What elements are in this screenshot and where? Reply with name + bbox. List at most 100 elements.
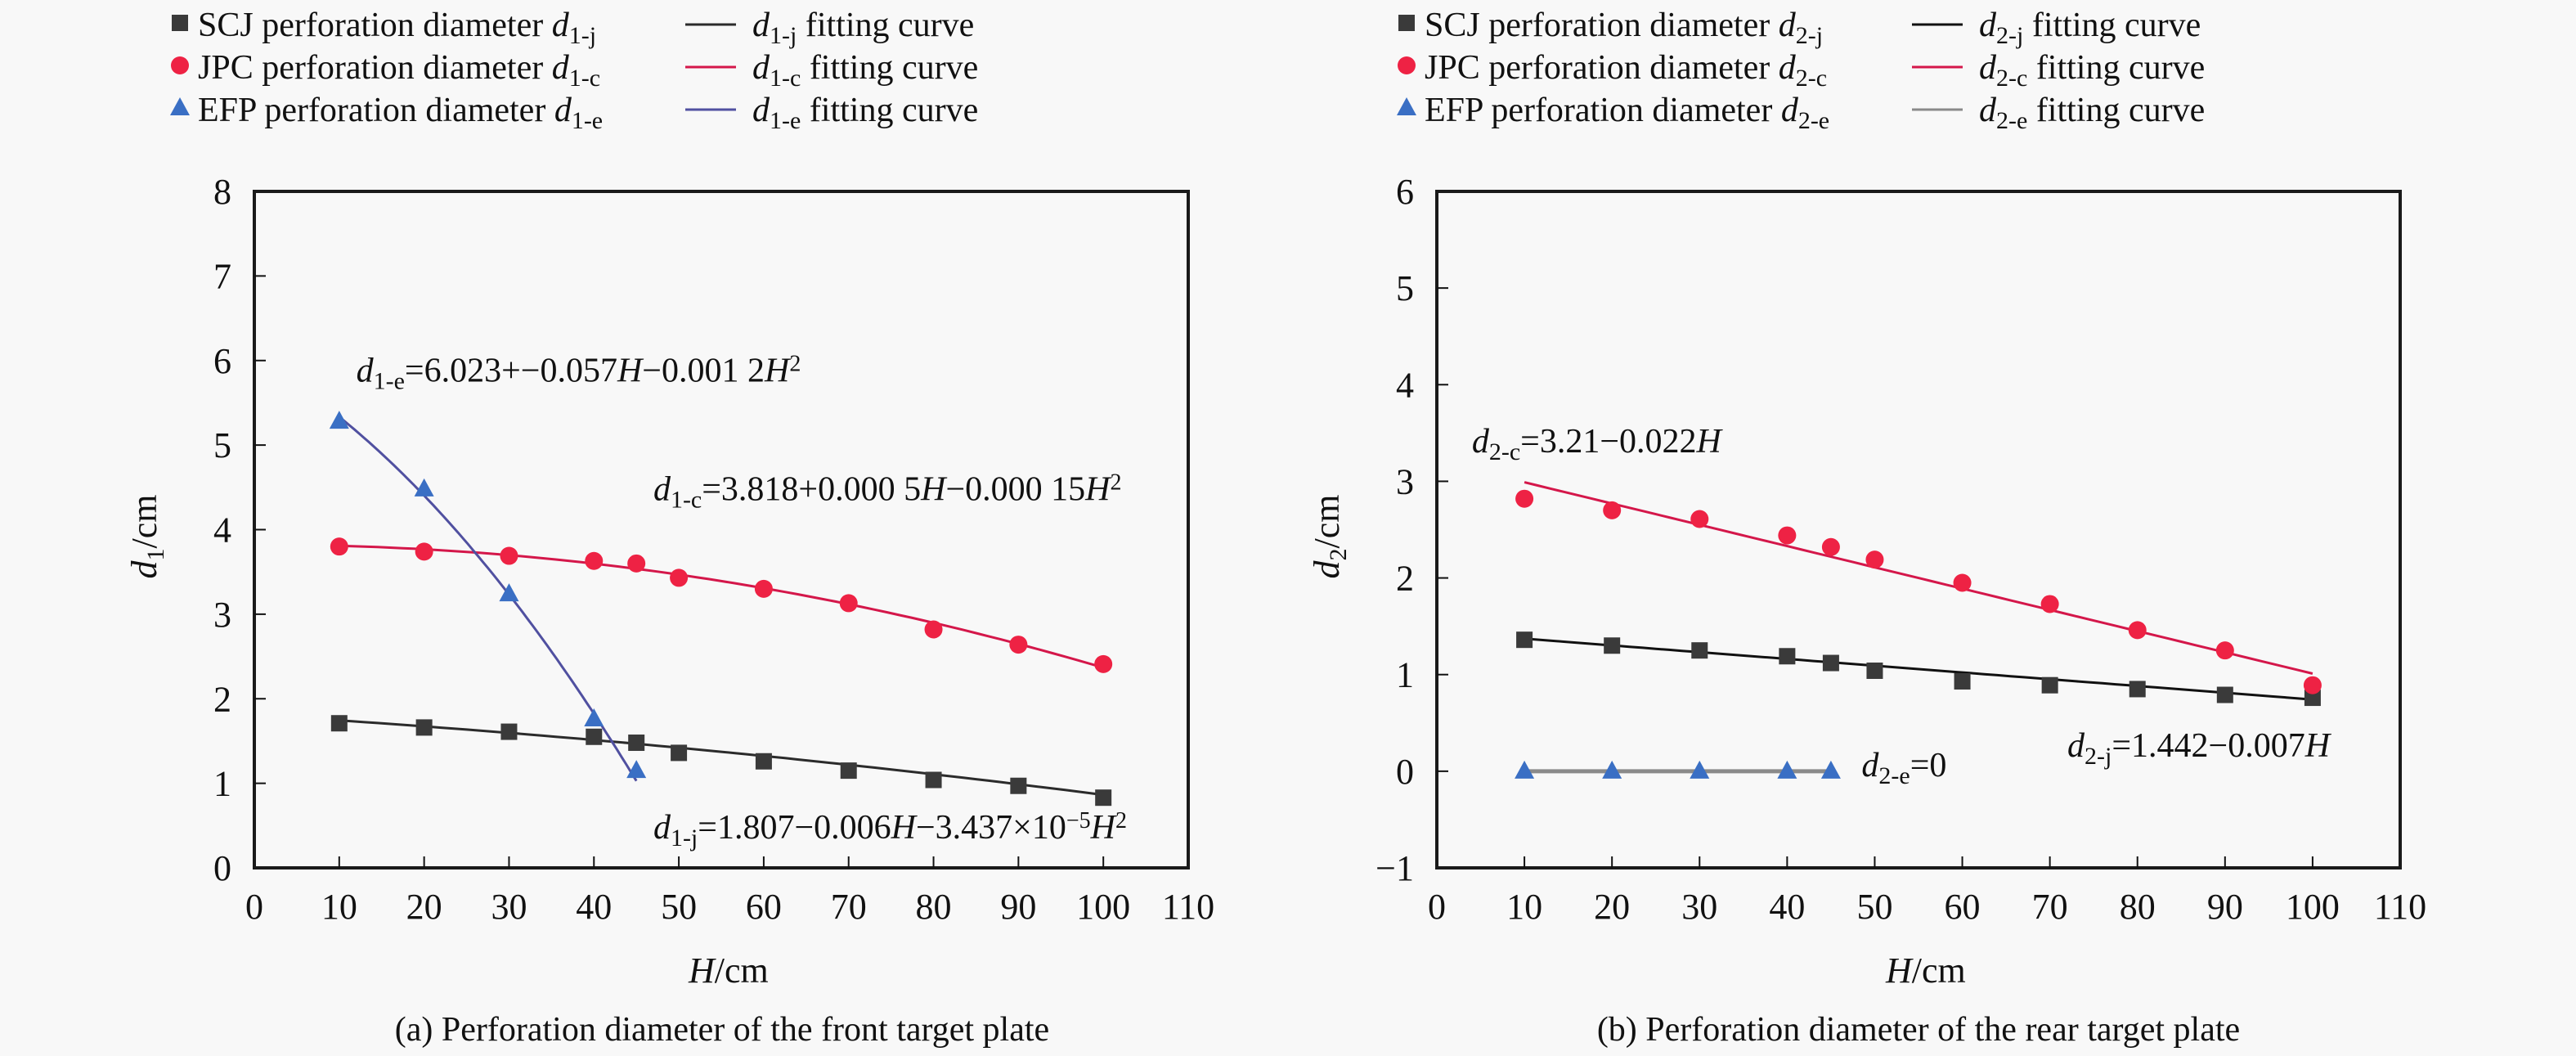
y-tick-label: 1 [1396,655,1414,695]
y-axis-title: d2/cm [1307,495,1352,579]
series-circle [1515,481,2322,694]
data-point [1095,789,1112,807]
chart-panel-a: 0 10 20 30 40 50 60 70 80 90 100 110 0 1 2 3 4 5 6 7 8 H/cm d1… [124,7,1214,1049]
equation-annotation: d1-j=1.807−0.006H−3.437×10−5H2 [653,808,1127,852]
legend-marker [171,56,189,74]
data-point [1515,760,1535,779]
legend-marker [1397,97,1416,115]
x-tick-label: 100 [1076,887,1130,927]
x-tick-label: 70 [2032,887,2068,927]
y-tick-label: 1 [213,764,231,804]
chart-panel-b: 0 10 20 30 40 50 60 70 80 90 100 110 −1 0 1 2 3 4 5 6 H/cm d2… [1307,7,2426,1049]
data-point [1602,760,1622,779]
data-point [1777,760,1797,779]
data-point [839,594,858,613]
legend-label: EFP perforation diameter d1-e [198,92,603,134]
data-point [1515,489,1534,508]
legend-fit-label: d2-j fitting curve [1979,7,2201,49]
data-point [1822,654,1839,672]
x-tick-label: 50 [1856,887,1892,927]
data-point [414,478,434,497]
data-point [754,579,773,598]
legend-label: SCJ perforation diameter d1-j [198,7,596,49]
data-point [1865,550,1884,569]
data-point [925,771,942,789]
y-tick-label: 8 [213,172,231,212]
data-point [329,411,349,429]
fitting-curve [1524,637,2313,701]
data-point [585,551,604,570]
x-tick-label: 80 [916,887,952,927]
data-point [628,735,645,752]
legend-fit-label: d1-j fitting curve [752,7,974,49]
data-point [1779,648,1796,665]
x-tick-label: 40 [576,887,612,927]
fitting-curve [339,719,1104,797]
legend-marker [170,97,190,115]
legend-fit-label: d1-c fitting curve [752,49,978,92]
x-tick-label: 0 [1428,887,1446,927]
legend-marker [1398,15,1415,31]
plot-frame [1435,190,2402,870]
legend-fit-label: d1-e fitting curve [752,92,978,134]
legend: SCJ perforation diameter d2-j d2-j fittin… [1397,7,2205,134]
data-point [2303,676,2322,694]
x-tick-label: 10 [321,887,357,927]
legend-marker [1398,56,1416,74]
x-tick-label: 70 [831,887,867,927]
legend-marker [172,15,188,31]
figure-caption: (b) Perforation diameter of the rear tar… [1597,1011,2240,1049]
x-tick-label: 20 [406,887,442,927]
data-point [499,583,519,602]
y-tick-label: 4 [213,510,231,550]
legend-label: JPC perforation diameter d1-c [198,49,600,92]
x-tick-label: 100 [2286,887,2340,927]
x-tick-label: 90 [1000,887,1036,927]
data-point [1690,760,1710,779]
legend-label: SCJ perforation diameter d2-j [1425,7,1823,49]
fitting-curve [1524,481,2313,675]
y-tick-label: 4 [1396,365,1414,405]
data-point [1603,501,1622,519]
x-tick-label: 60 [1945,887,1981,927]
data-point [2041,676,2058,694]
data-point [840,762,857,780]
equation-annotation: d2-e=0 [1861,747,1946,789]
y-tick-label: 0 [213,848,231,888]
data-point [1010,777,1027,794]
x-tick-label: 0 [245,887,263,927]
y-tick-label: 2 [213,679,231,719]
series-square [1516,631,2321,707]
equation-annotation: d2-j=1.442−0.007H [2067,727,2332,770]
data-point [1821,537,1840,556]
legend-fit-label: d2-e fitting curve [1979,92,2205,134]
x-tick-label: 10 [1506,887,1542,927]
equation-annotation: d2-c=3.21−0.022H [1472,423,1724,465]
data-point [671,744,688,762]
y-tick-label: 6 [213,341,231,381]
equation-annotation: d1-c=3.818+0.000 5H−0.000 15H2 [653,470,1122,514]
data-point [924,620,943,639]
plot-frame [253,190,1190,870]
x-tick-label: 80 [2120,887,2156,927]
y-tick-label: 3 [1396,461,1414,501]
y-tick-label: 5 [1396,268,1414,308]
data-point [330,537,348,556]
data-point [2304,690,2321,707]
data-point [330,715,348,732]
legend-label: JPC perforation diameter d2-c [1425,49,1827,92]
x-tick-label: 60 [746,887,782,927]
data-point [2216,686,2233,703]
y-tick-label: 2 [1396,559,1414,599]
data-point [626,760,647,779]
y-axis-title: d1/cm [124,495,169,579]
series-square [330,715,1112,807]
series-triangle [1515,760,1841,779]
data-point [1954,672,1971,690]
data-point [2128,621,2147,640]
data-point [586,728,603,745]
data-point [1778,526,1797,545]
legend-label: EFP perforation diameter d2-e [1425,92,1829,134]
x-tick-label: 110 [1162,887,1214,927]
x-axis-title: H/cm [688,950,769,991]
